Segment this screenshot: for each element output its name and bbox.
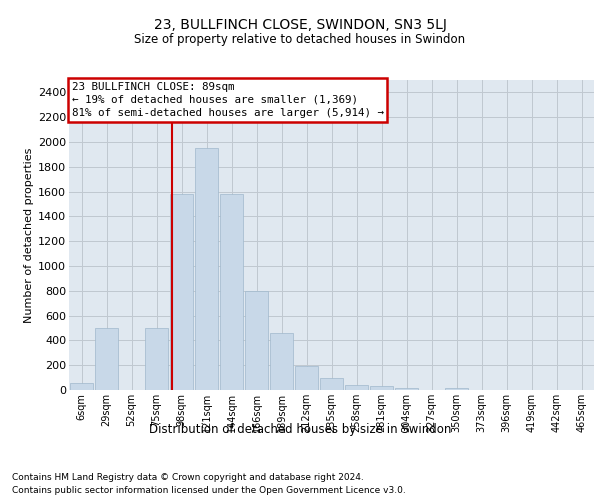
Bar	[145, 328, 168, 390]
Bar	[195, 148, 218, 390]
Text: 23 BULLFINCH CLOSE: 89sqm
← 19% of detached houses are smaller (1,369)
81% of se: 23 BULLFINCH CLOSE: 89sqm ← 19% of detac…	[71, 82, 383, 118]
Bar	[170, 194, 193, 390]
Bar	[445, 388, 468, 390]
Bar	[320, 378, 343, 390]
Bar	[220, 194, 243, 390]
Bar	[295, 366, 318, 390]
Bar	[95, 328, 118, 390]
Bar	[245, 291, 268, 390]
Text: Size of property relative to detached houses in Swindon: Size of property relative to detached ho…	[134, 32, 466, 46]
Text: Contains HM Land Registry data © Crown copyright and database right 2024.: Contains HM Land Registry data © Crown c…	[12, 472, 364, 482]
Bar	[345, 385, 368, 390]
Bar	[70, 382, 93, 390]
Bar	[370, 386, 393, 390]
Bar	[395, 388, 418, 390]
Text: 23, BULLFINCH CLOSE, SWINDON, SN3 5LJ: 23, BULLFINCH CLOSE, SWINDON, SN3 5LJ	[154, 18, 446, 32]
Y-axis label: Number of detached properties: Number of detached properties	[24, 148, 34, 322]
Bar	[270, 333, 293, 390]
Text: Distribution of detached houses by size in Swindon: Distribution of detached houses by size …	[149, 422, 451, 436]
Text: Contains public sector information licensed under the Open Government Licence v3: Contains public sector information licen…	[12, 486, 406, 495]
